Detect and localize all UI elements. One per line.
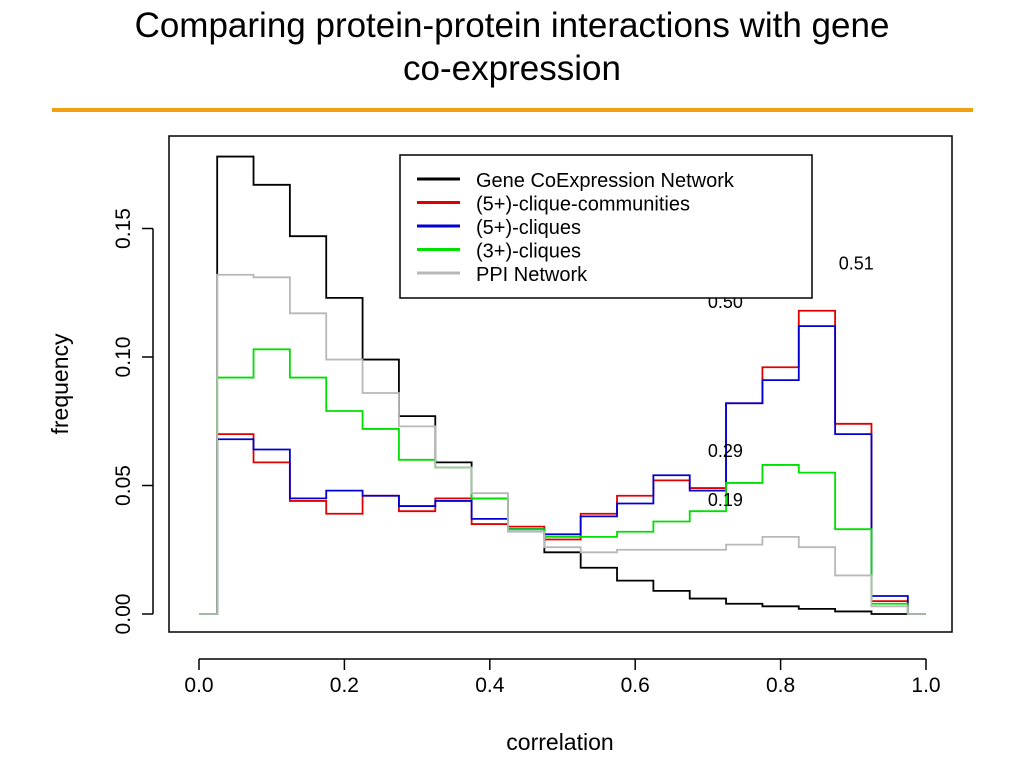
title-rule xyxy=(52,108,973,112)
y-axis-title: frequency xyxy=(47,333,73,435)
series-line-gene-coexpression-network xyxy=(199,155,926,615)
slide-title: Comparing protein-protein interactions w… xyxy=(0,4,1024,90)
x-tick-label: 1.0 xyxy=(911,674,940,697)
x-tick-label: 0.8 xyxy=(766,674,795,697)
series-line-5-cliques xyxy=(199,325,926,615)
y-tick-label: 0.10 xyxy=(112,337,135,378)
legend-entry-label: PPI Network xyxy=(476,264,588,286)
x-tick-label: 0.6 xyxy=(621,674,650,697)
series-layer xyxy=(199,155,926,615)
series-line-3-cliques xyxy=(199,348,926,615)
plot-area xyxy=(168,135,953,633)
x-tick-label: 0.4 xyxy=(475,674,505,697)
legend-box xyxy=(399,154,813,299)
x-tick-label: 0.0 xyxy=(184,674,213,697)
slide-title-line-1: Comparing protein-protein interactions w… xyxy=(134,6,890,45)
plot-frame xyxy=(168,135,953,633)
annotation-label: 0.19 xyxy=(708,490,743,510)
slide-title-line-2: co-expression xyxy=(403,49,621,88)
annotation-label: 0.51 xyxy=(839,254,874,274)
y-tick-label: 0.05 xyxy=(112,465,135,506)
legend-entry-label: (5+)-cliques xyxy=(476,217,581,239)
legend-entry-label: (5+)-clique-communities xyxy=(476,194,690,216)
legend-entry-label: (3+)-cliques xyxy=(476,241,581,263)
legend: Gene CoExpression Network(5+)-clique-com… xyxy=(399,154,813,299)
legend-entry-label: Gene CoExpression Network xyxy=(476,170,735,192)
y-tick-label: 0.15 xyxy=(112,208,135,249)
axes: 0.0 0.2 0.4 0.6 0.8 1.0 0.00 0.05 0.10 0.15 correl… xyxy=(47,208,941,755)
annotation-label: 0.29 xyxy=(708,441,743,461)
series-line-ppi-network xyxy=(199,273,926,615)
y-tick-label: 0.00 xyxy=(112,594,135,635)
series-line-5-clique-communities xyxy=(199,309,926,615)
x-axis-title: correlation xyxy=(506,729,613,755)
x-tick-label: 0.2 xyxy=(330,674,359,697)
